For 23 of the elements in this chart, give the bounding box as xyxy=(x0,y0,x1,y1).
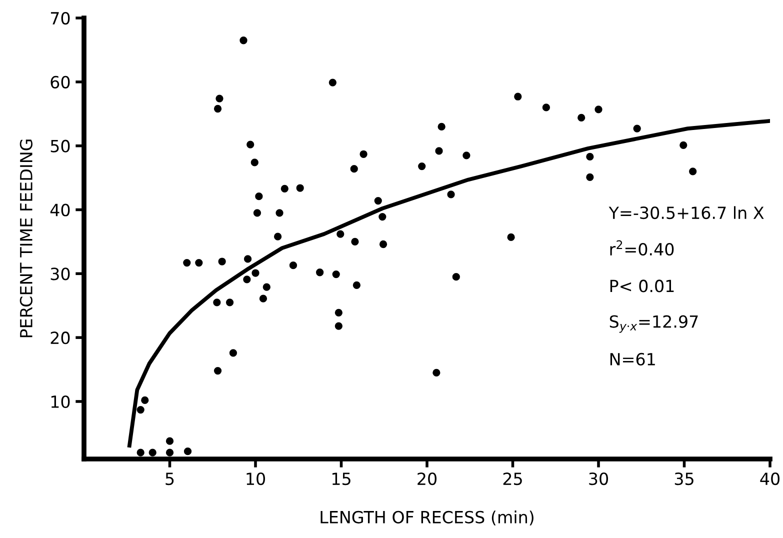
annotation: S$_{y·x}$=12.97 xyxy=(610,315,698,333)
y-tick-label: 20 xyxy=(50,332,70,344)
x-tick-label: 30 xyxy=(589,472,608,486)
annotation: r$^{2}$=0.40 xyxy=(610,240,674,256)
x-axis-title: LENGTH OF RECESS (min) xyxy=(320,510,534,526)
y-tick-label: 10 xyxy=(51,395,70,408)
x-tick-label: 40 xyxy=(760,472,780,486)
annotation: Y=-30.5+16.7 ln X xyxy=(608,206,764,220)
y-tick-label: 60 xyxy=(50,76,70,88)
x-tick-label: 35 xyxy=(674,472,694,486)
y-tick-label: 40 xyxy=(50,204,70,216)
line-series xyxy=(128,118,770,448)
x-tick-label: 20 xyxy=(418,472,436,486)
annotation: N=61 xyxy=(610,352,655,366)
y-tick-label: 50 xyxy=(50,140,70,152)
x-tick-label: 10 xyxy=(246,472,265,486)
x-tick-label: 25 xyxy=(503,472,522,486)
y-tick-label: 30 xyxy=(50,268,70,280)
x-tick-label: 15 xyxy=(332,472,350,486)
x-tick-label: 5 xyxy=(166,472,174,486)
y-tick-label: 70 xyxy=(50,12,70,25)
annotation: P< 0.01 xyxy=(610,280,674,292)
y-axis-title: PERCENT TIME FEEDING xyxy=(20,140,32,338)
